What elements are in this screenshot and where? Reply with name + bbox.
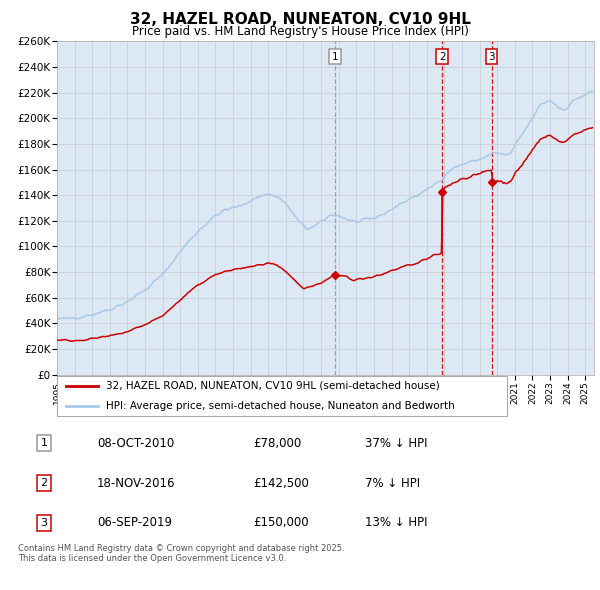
- Text: Contains HM Land Registry data © Crown copyright and database right 2025.
This d: Contains HM Land Registry data © Crown c…: [18, 544, 344, 563]
- Text: 1: 1: [331, 52, 338, 62]
- Text: 37% ↓ HPI: 37% ↓ HPI: [365, 437, 427, 450]
- Text: £142,500: £142,500: [253, 477, 309, 490]
- Text: 2: 2: [40, 478, 47, 488]
- Text: £78,000: £78,000: [253, 437, 301, 450]
- Text: 3: 3: [40, 518, 47, 528]
- Text: 7% ↓ HPI: 7% ↓ HPI: [365, 477, 420, 490]
- Text: 06-SEP-2019: 06-SEP-2019: [97, 516, 172, 529]
- Text: 13% ↓ HPI: 13% ↓ HPI: [365, 516, 427, 529]
- Text: 18-NOV-2016: 18-NOV-2016: [97, 477, 175, 490]
- Text: £150,000: £150,000: [253, 516, 309, 529]
- Text: 3: 3: [488, 52, 495, 62]
- Text: 32, HAZEL ROAD, NUNEATON, CV10 9HL: 32, HAZEL ROAD, NUNEATON, CV10 9HL: [130, 12, 470, 27]
- Text: 1: 1: [40, 438, 47, 448]
- Text: 08-OCT-2010: 08-OCT-2010: [97, 437, 174, 450]
- Text: HPI: Average price, semi-detached house, Nuneaton and Bedworth: HPI: Average price, semi-detached house,…: [107, 401, 455, 411]
- FancyBboxPatch shape: [57, 376, 507, 416]
- Text: Price paid vs. HM Land Registry's House Price Index (HPI): Price paid vs. HM Land Registry's House …: [131, 25, 469, 38]
- Text: 2: 2: [439, 52, 446, 62]
- Text: 32, HAZEL ROAD, NUNEATON, CV10 9HL (semi-detached house): 32, HAZEL ROAD, NUNEATON, CV10 9HL (semi…: [107, 381, 440, 391]
